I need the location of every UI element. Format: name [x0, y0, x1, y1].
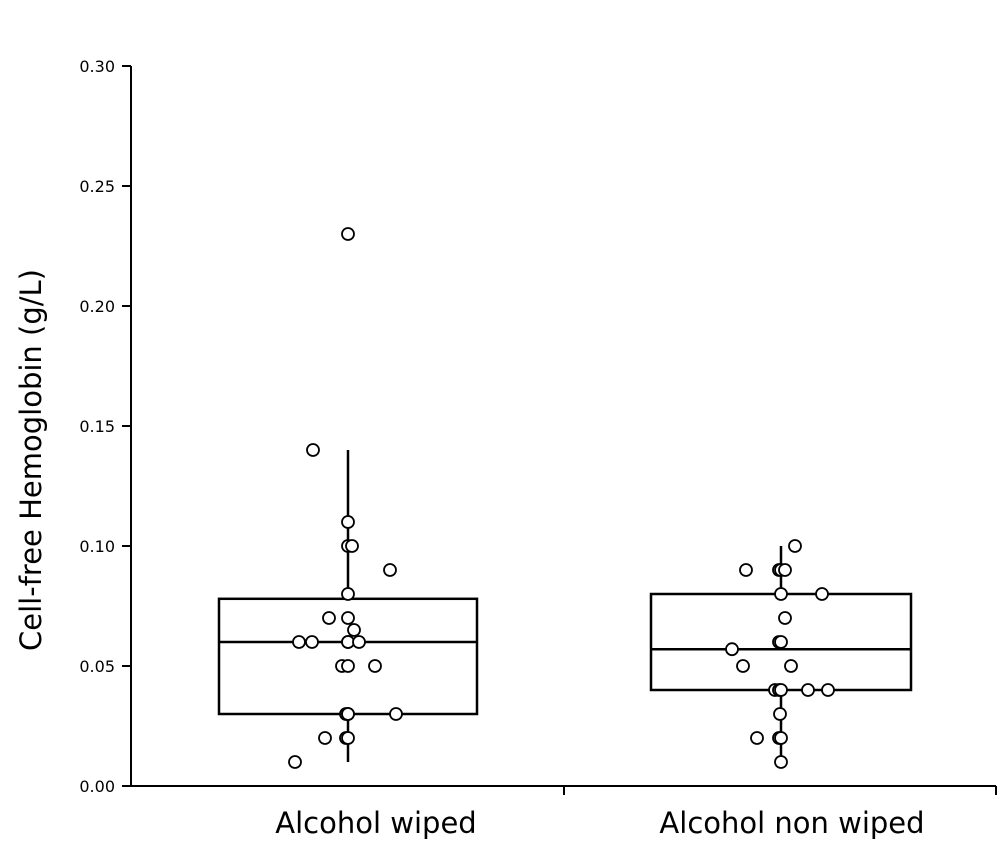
data-point	[306, 443, 320, 457]
data-point	[347, 623, 361, 637]
data-point	[774, 755, 788, 769]
y-tick-label: 0.10	[79, 537, 115, 556]
data-point	[784, 659, 798, 673]
data-point	[774, 635, 788, 649]
data-point	[788, 539, 802, 553]
data-point	[774, 683, 788, 697]
data-point	[341, 587, 355, 601]
data-point	[341, 731, 355, 745]
y-tick-label: 0.20	[79, 297, 115, 316]
data-point	[778, 563, 792, 577]
points-group	[288, 227, 835, 769]
data-point	[345, 539, 359, 553]
y-tick-label: 0.15	[79, 417, 115, 436]
data-point	[341, 707, 355, 721]
data-point	[288, 755, 302, 769]
x-category-label: Alcohol non wiped	[659, 806, 924, 840]
data-point	[341, 227, 355, 241]
data-point	[305, 635, 319, 649]
data-point	[778, 611, 792, 625]
data-point	[815, 587, 829, 601]
data-point	[341, 659, 355, 673]
data-point	[750, 731, 764, 745]
axes-group: 0.00 0.05 0.10 0.15 0.20 0.25 0.30 Alcohol wipe…	[79, 57, 997, 840]
y-tick-label: 0.05	[79, 657, 115, 676]
data-point	[341, 611, 355, 625]
data-point	[774, 587, 788, 601]
y-axis-title: Cell-free Hemoglobin (g/L)	[14, 269, 48, 651]
data-point	[341, 515, 355, 529]
data-point	[389, 707, 403, 721]
data-point	[352, 635, 366, 649]
data-point	[292, 635, 306, 649]
data-point	[774, 731, 788, 745]
data-point	[739, 563, 753, 577]
data-point	[368, 659, 382, 673]
data-point	[383, 563, 397, 577]
data-point	[318, 731, 332, 745]
y-tick-label: 0.30	[79, 57, 115, 76]
x-category-label: Alcohol wiped	[275, 806, 476, 840]
data-point	[801, 683, 815, 697]
boxes-group	[217, 450, 913, 762]
data-point	[322, 611, 336, 625]
y-tick-label: 0.00	[79, 777, 115, 796]
y-tick-label: 0.25	[79, 177, 115, 196]
data-point	[773, 707, 787, 721]
data-point	[736, 659, 750, 673]
data-point	[821, 683, 835, 697]
data-point	[725, 642, 739, 657]
